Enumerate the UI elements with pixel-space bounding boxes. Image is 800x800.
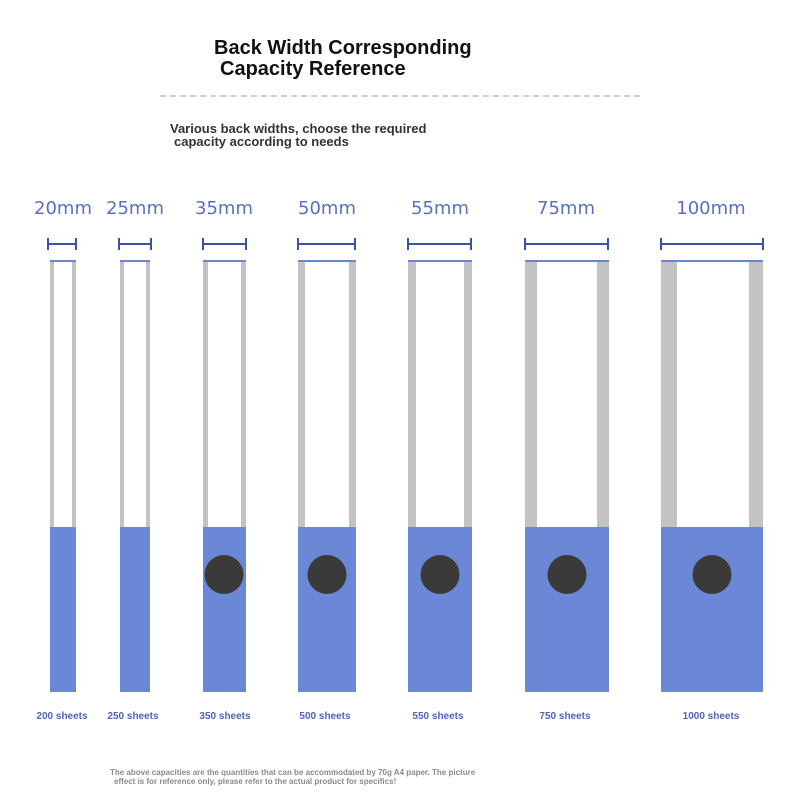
spine-wall-left <box>525 260 537 528</box>
binder-spine <box>408 260 472 692</box>
title-line-1: Back Width Corresponding <box>214 37 472 59</box>
capacity-label: 350 sheets <box>199 711 251 722</box>
width-label: 20mm <box>34 198 92 219</box>
width-dimension-marker <box>202 238 247 250</box>
page-title: Back Width Corresponding Capacity Refere… <box>200 38 530 80</box>
binder-spine <box>50 260 76 692</box>
spine-top-edge <box>50 260 76 262</box>
spine-wall-right <box>72 260 76 528</box>
spine-wall-right <box>349 260 356 528</box>
width-dimension-marker <box>660 238 764 250</box>
spine-top-edge <box>298 260 356 262</box>
spine-label-block <box>203 527 246 692</box>
capacity-label: 750 sheets <box>539 711 591 722</box>
subtitle-line-2: capacity according to needs <box>174 134 349 149</box>
subtitle: Various back widths, choose the required… <box>170 122 470 148</box>
subtitle-line-1: Various back widths, choose the required <box>170 121 427 136</box>
width-label: 50mm <box>298 198 356 219</box>
binder-spine <box>525 260 609 692</box>
spine-top-edge <box>525 260 609 262</box>
spine-label-block <box>120 527 150 692</box>
width-label: 100mm <box>676 198 746 219</box>
width-label: 55mm <box>411 198 469 219</box>
ring-hole <box>420 555 460 594</box>
ring-hole <box>547 555 587 594</box>
spine-top-edge <box>661 260 763 262</box>
spine-top-edge <box>203 260 246 262</box>
width-dimension-marker <box>297 238 356 250</box>
spine-wall-left <box>661 260 677 528</box>
spine-wall-right <box>597 260 609 528</box>
capacity-label: 1000 sheets <box>682 711 740 722</box>
spine-label-block <box>50 527 76 692</box>
title-line-2: Capacity Reference <box>220 58 406 80</box>
binder-spine <box>661 260 763 692</box>
spine-wall-left <box>50 260 54 528</box>
footnote-line-2: effect is for reference only, please ref… <box>114 777 397 786</box>
ring-hole <box>204 555 244 594</box>
spine-wall-left <box>408 260 416 528</box>
capacity-label: 500 sheets <box>299 711 351 722</box>
width-dimension-marker <box>407 238 472 250</box>
footnote-line-1: The above capacities are the quantities … <box>110 768 476 777</box>
width-dimension-marker <box>524 238 609 250</box>
spine-label-block <box>661 527 763 692</box>
capacity-label: 250 sheets <box>107 711 159 722</box>
spine-label-block <box>298 527 356 692</box>
divider <box>160 95 640 97</box>
spine-label-block <box>408 527 472 692</box>
ring-hole <box>307 555 347 594</box>
binder-spine <box>298 260 356 692</box>
spine-wall-right <box>241 260 246 528</box>
width-label: 75mm <box>537 198 595 219</box>
spine-wall-left <box>298 260 305 528</box>
spine-wall-right <box>749 260 763 528</box>
spine-wall-right <box>464 260 472 528</box>
width-label: 25mm <box>106 198 164 219</box>
capacity-label: 200 sheets <box>36 711 88 722</box>
spine-top-edge <box>120 260 150 262</box>
spine-top-edge <box>408 260 472 262</box>
spine-wall-right <box>146 260 150 528</box>
spine-wall-left <box>203 260 208 528</box>
width-dimension-marker <box>47 238 77 250</box>
width-label: 35mm <box>195 198 253 219</box>
spine-label-block <box>525 527 609 692</box>
binder-spine <box>203 260 246 692</box>
width-dimension-marker <box>118 238 152 250</box>
spine-wall-left <box>120 260 124 528</box>
capacity-label: 550 sheets <box>412 711 464 722</box>
footnote: The above capacities are the quantities … <box>110 768 670 786</box>
ring-hole <box>692 555 732 594</box>
binder-spine <box>120 260 150 692</box>
